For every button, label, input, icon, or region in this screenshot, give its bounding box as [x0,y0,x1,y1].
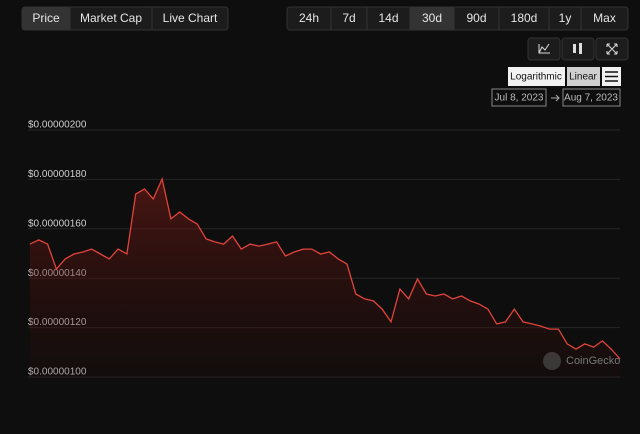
y-tick-label: $0.00000180 [28,169,87,180]
scale-button[interactable] [508,67,565,86]
line-icon [538,43,550,54]
scale-label: Logarithmic [510,72,562,83]
tab[interactable]: Price [32,11,60,25]
date-input[interactable] [491,88,547,107]
range-group [286,6,629,31]
range-button[interactable]: 180d [511,11,538,25]
range-button[interactable]: Max [593,11,616,25]
watermark: CoinGecko [566,355,620,367]
range-button[interactable]: 90d [466,11,486,25]
y-tick-label: $0.00000160 [28,218,87,229]
date-from: Jul 8, 2023 [495,93,544,104]
range-button[interactable]: 1y [559,11,572,25]
date-input[interactable] [562,88,621,107]
candle-icon [573,44,576,53]
range-button[interactable]: 24h [299,11,319,25]
tab[interactable]: Market Cap [80,11,142,25]
price-line [29,176,621,360]
tab[interactable]: Live Chart [163,11,218,25]
range-button[interactable]: 30d [422,11,442,25]
area [30,178,620,377]
scale-button[interactable] [567,67,600,86]
tab-active [22,7,70,30]
scale-label: Linear [569,72,597,83]
range-active [410,7,454,30]
menu-icon [605,71,618,82]
candle-chart-button[interactable] [561,37,595,61]
fullscreen-icon [606,43,618,55]
range-button[interactable]: 7d [342,11,355,25]
range-button[interactable]: 14d [378,11,398,25]
y-tick-label: $0.00000200 [28,120,87,131]
date-to: Aug 7, 2023 [564,93,618,104]
watermark-logo [543,352,561,370]
arrow [551,94,560,102]
candle-icon [579,43,582,54]
